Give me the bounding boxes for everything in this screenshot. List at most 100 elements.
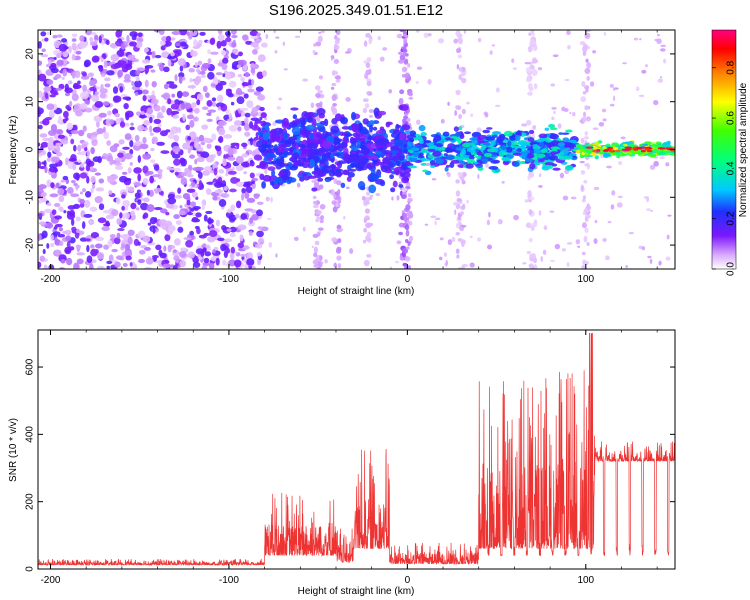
- spectrogram-cell: [640, 149, 646, 153]
- spectrogram-cell: [529, 196, 535, 201]
- spectrogram-cell: [396, 195, 400, 201]
- spectrogram-cell: [405, 183, 411, 187]
- spectrogram-cell: [256, 32, 261, 37]
- spectrogram-cell: [422, 169, 428, 173]
- spectrogram-cell: [443, 153, 448, 157]
- spectrogram-cell: [432, 150, 442, 157]
- spectrogram-cell: [433, 135, 442, 142]
- spectrogram-cell: [398, 184, 404, 188]
- spectrogram-cell: [38, 199, 43, 204]
- spectrogram-cell: [275, 36, 280, 39]
- spectrogram-cell: [526, 154, 535, 159]
- spectrogram-cell: [365, 32, 371, 38]
- spectrogram-cell: [314, 85, 321, 91]
- spectrogram-cell: [382, 149, 392, 155]
- spectrogram-cell: [319, 255, 323, 261]
- spectrogram-cell: [121, 171, 128, 175]
- spectrogram-cell: [202, 85, 208, 93]
- spectrogram-cell: [249, 137, 254, 146]
- spectrogram-cell: [647, 255, 652, 259]
- spectrogram-cell: [44, 92, 49, 100]
- spectrogram-cell: [315, 102, 322, 108]
- spectrogram-cell: [152, 126, 162, 133]
- spectrogram-cell: [194, 61, 198, 68]
- spectrogram-cell: [344, 133, 353, 137]
- spectrogram-cell: [137, 258, 146, 264]
- spectrogram-cell: [261, 70, 267, 77]
- spectrogram-cell: [558, 146, 566, 151]
- spectrogram-cell: [580, 137, 585, 144]
- spectrogram-cell: [599, 148, 604, 153]
- spectrogram-cell: [497, 219, 503, 225]
- spectrogram-cell: [83, 213, 93, 218]
- spectrogram-cell: [607, 220, 612, 224]
- spectrogram-cell: [159, 63, 165, 72]
- spectrogram-cell: [411, 147, 420, 152]
- spectrogram-cell: [333, 58, 340, 65]
- spectrogram-cell: [76, 228, 80, 234]
- spectrogram-cell: [336, 255, 342, 261]
- spectrogram-cell: [549, 127, 558, 131]
- spectrogram-cell: [288, 136, 298, 141]
- spectrogram-cell: [77, 159, 82, 163]
- spectrogram-cell: [288, 177, 297, 183]
- spectrogram-cell: [592, 50, 597, 54]
- spectrogram-cell: [365, 162, 376, 170]
- spectrogram-cell: [302, 226, 306, 232]
- spectrogram-cell: [47, 140, 54, 149]
- spectrogram-cell: [91, 95, 97, 100]
- spectrogram-cell: [235, 165, 244, 172]
- spectrogram-cell: [527, 190, 532, 197]
- spectrogram-cell: [46, 79, 54, 85]
- spectrogram-cell: [416, 66, 423, 70]
- spectrogram-cell: [65, 105, 70, 110]
- spectrogram-cell: [379, 56, 385, 62]
- spectrogram-cell: [151, 136, 158, 144]
- spectrogram-cell: [322, 140, 332, 149]
- spectrogram-cell: [66, 186, 74, 195]
- spectrogram-cell: [118, 60, 127, 69]
- spectrogram-cell: [476, 127, 482, 133]
- spectrogram-cell: [525, 222, 532, 229]
- spectrogram-cell: [313, 252, 318, 258]
- spectrogram-cell: [135, 40, 143, 49]
- spectrogram-cell: [69, 209, 75, 217]
- spectrogram-cell: [121, 194, 126, 199]
- spectrogram-cell: [534, 159, 539, 165]
- spectrogram-cell: [228, 259, 237, 267]
- spectrogram-cell: [622, 62, 627, 65]
- spectrogram-cell: [190, 181, 196, 187]
- spectrogram-cell: [551, 116, 555, 121]
- spectrogram-cell: [550, 259, 555, 263]
- spectrogram-cell: [312, 49, 316, 54]
- spectrogram-cell: [210, 51, 219, 55]
- y-tick-label: 400: [25, 426, 36, 443]
- spectrogram-cell: [107, 176, 116, 184]
- spectrogram-cell: [102, 152, 108, 160]
- spectrogram-cell: [237, 59, 247, 66]
- spectrogram-cell: [442, 131, 450, 137]
- spectrogram-cell: [460, 224, 467, 228]
- spectrogram-cell: [463, 30, 466, 34]
- spectrogram-cell: [200, 250, 205, 257]
- spectrogram-cell: [351, 123, 357, 132]
- spectrogram-cell: [369, 173, 379, 182]
- spectrogram-cell: [212, 249, 216, 254]
- spectrogram-cell: [205, 244, 211, 249]
- spectrogram-cell: [357, 181, 366, 190]
- spectrogram-cell: [60, 258, 66, 264]
- spectrogram-cell: [186, 188, 196, 193]
- spectrogram-cell: [151, 98, 159, 105]
- spectrogram-cell: [216, 40, 222, 49]
- spectrogram-cell: [529, 163, 536, 170]
- spectrogram-cell: [175, 258, 180, 264]
- spectrogram-cell: [192, 261, 201, 268]
- spectrogram-cell: [154, 54, 162, 59]
- spectrogram-cell: [178, 30, 188, 36]
- spectrogram-cell: [415, 30, 420, 33]
- spectrogram-cell: [179, 250, 187, 258]
- spectrogram-cell: [362, 118, 369, 125]
- spectrogram-cell: [79, 35, 85, 42]
- spectrogram-cell: [283, 140, 291, 145]
- spectrogram-cell: [201, 265, 208, 269]
